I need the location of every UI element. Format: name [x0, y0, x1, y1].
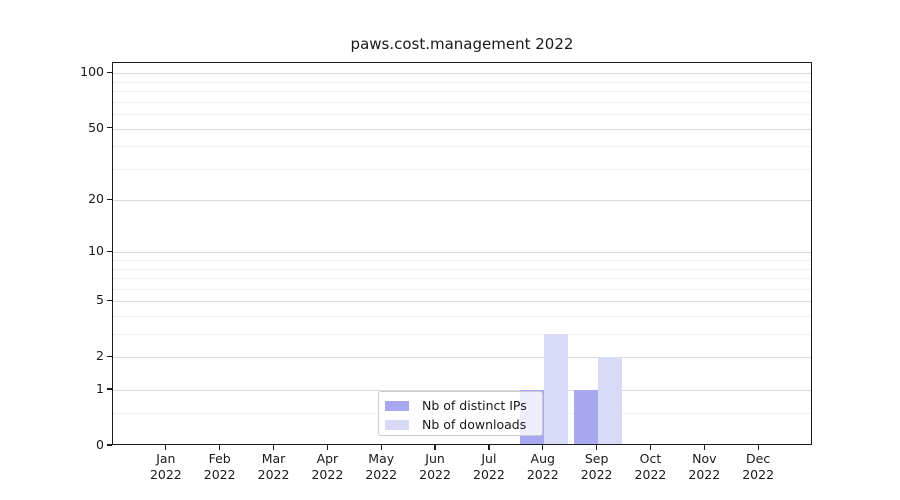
y-tick-mark [107, 355, 112, 357]
legend: Nb of distinct IPs Nb of downloads [378, 391, 543, 436]
bar-downloads [543, 334, 568, 444]
gridline-minor [113, 316, 811, 318]
x-tick-mark [380, 445, 382, 450]
legend-label-downloads: Nb of downloads [422, 417, 527, 432]
x-tick-mark [703, 445, 705, 450]
bar-downloads [597, 357, 622, 444]
gridline-major [113, 200, 811, 202]
gridline-minor [113, 278, 811, 280]
gridline-major [113, 390, 811, 392]
y-tick-label: 100 [80, 64, 104, 80]
y-tick-label: 1 [96, 381, 104, 397]
x-tick-label: Oct 2022 [634, 451, 667, 482]
x-tick-mark [219, 445, 221, 450]
x-tick-mark [596, 445, 598, 450]
chart-title: paws.cost.management 2022 [350, 35, 574, 53]
x-tick-label: Feb 2022 [203, 451, 236, 482]
y-tick-label: 10 [88, 243, 104, 259]
y-tick-mark [107, 198, 112, 200]
gridline-minor [113, 268, 811, 270]
y-tick-label: 20 [88, 191, 104, 207]
y-tick-label: 5 [96, 292, 104, 308]
x-tick-mark [272, 445, 275, 450]
y-tick-mark [107, 444, 112, 446]
y-tick-mark [107, 299, 112, 301]
gridline-minor [113, 81, 811, 83]
legend-swatch-downloads [385, 419, 409, 430]
x-tick-label: Jun 2022 [419, 451, 451, 482]
x-tick-label: Dec 2022 [742, 451, 775, 482]
x-tick-label: May 2022 [365, 451, 398, 482]
y-tick-label: 50 [88, 119, 104, 135]
legend-swatch-distinct-ips [385, 400, 409, 411]
gridline-major [113, 73, 811, 75]
y-tick-mark [107, 388, 112, 390]
y-tick-mark [107, 127, 112, 129]
x-tick-mark [434, 445, 436, 450]
plot-area [112, 62, 812, 445]
gridline-minor [113, 288, 811, 290]
gridline-minor [113, 168, 811, 170]
y-tick-mark [107, 250, 112, 253]
gridline-major [113, 252, 811, 254]
legend-label-distinct-ips: Nb of distinct IPs [422, 398, 527, 413]
gridline-minor [113, 146, 811, 148]
gridline-minor [113, 114, 811, 116]
x-tick-mark [757, 445, 759, 450]
gridline-minor [113, 260, 811, 262]
x-tick-label: Nov 2022 [688, 451, 721, 482]
gridline-minor [113, 91, 811, 93]
gridline-major [113, 128, 811, 130]
x-tick-mark [649, 445, 652, 450]
y-tick-mark [107, 71, 112, 74]
legend-item-downloads: Nb of downloads [385, 415, 536, 434]
gridline-major [113, 357, 811, 359]
gridline-minor [113, 101, 811, 103]
x-tick-label: Jul 2022 [473, 451, 505, 482]
x-tick-mark [488, 445, 490, 450]
x-tick-mark [165, 445, 167, 450]
x-tick-label: Apr 2022 [311, 451, 344, 482]
gridline-major [113, 301, 811, 303]
x-tick-label: Aug 2022 [526, 451, 559, 482]
x-tick-label: Mar 2022 [257, 451, 290, 482]
legend-item-distinct-ips: Nb of distinct IPs [385, 396, 536, 415]
x-tick-mark [542, 445, 544, 450]
y-tick-label: 2 [96, 348, 104, 364]
bar-distinct-ips [573, 390, 598, 444]
y-tick-label: 0 [96, 437, 104, 452]
x-tick-mark [326, 445, 328, 450]
gridline-minor [113, 334, 811, 336]
x-tick-label: Jan 2022 [149, 451, 182, 482]
x-tick-label: Sep 2022 [580, 451, 613, 482]
